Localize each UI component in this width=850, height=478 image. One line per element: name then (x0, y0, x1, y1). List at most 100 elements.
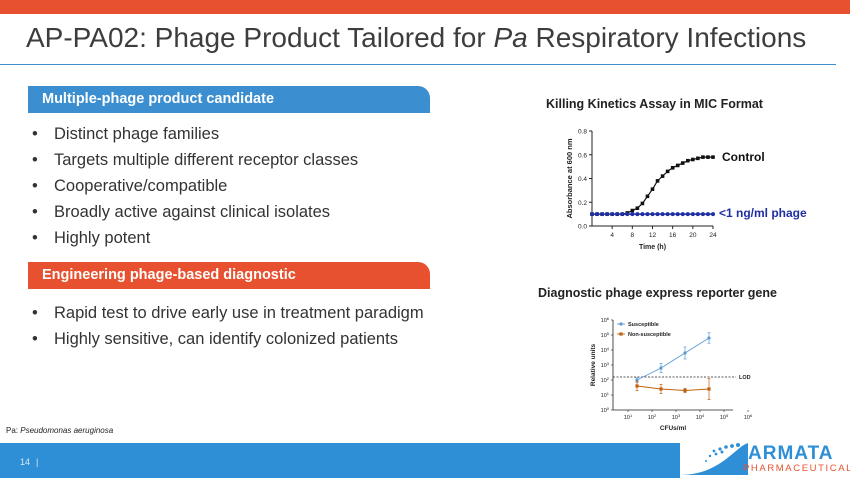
data-point (659, 366, 663, 370)
x-tick-label: 105 (720, 413, 729, 421)
data-point (706, 155, 710, 159)
data-point (705, 212, 710, 217)
y-tick-label: 0.6 (578, 152, 587, 159)
bullet-item: • Rapid test to drive early use in treatm… (32, 304, 424, 322)
bullet-item: • Highly sensitive, can identify colonize… (32, 330, 398, 348)
logo-subtitle: PHARMACEUTICALS (743, 463, 850, 474)
killing-kinetics-chart: 0.0 0.2 0.4 0.6 0.8 4 8 12 16 20 24 Time (h) Absorba… (565, 129, 807, 252)
data-point (660, 174, 665, 178)
data-point (665, 169, 670, 174)
data-point (659, 387, 663, 391)
title-divider (0, 64, 836, 65)
y-tick-label: 0.4 (578, 176, 587, 183)
data-point (683, 388, 687, 393)
data-point (595, 212, 600, 217)
series-label-control: Control (722, 150, 765, 164)
legend-label: Non-susceptible (628, 332, 671, 338)
data-point (691, 157, 695, 162)
data-point (600, 212, 605, 217)
page-separator: | (36, 457, 39, 467)
data-point (685, 212, 690, 217)
slide-title-italic: Pa (493, 22, 528, 53)
reporter-gene-chart: 100 101 102 103 104 105 106 101 102 103 104 105 106 C… (590, 316, 753, 432)
data-point (640, 212, 645, 217)
legend-label: Susceptible (628, 322, 659, 328)
slide-title: AP-PA02: Phage Product Tailored for Pa R… (26, 22, 806, 54)
y-tick-label: 104 (601, 346, 610, 354)
x-tick-label: 4 (610, 232, 614, 239)
section1-heading: Multiple-phage product candidate (28, 86, 430, 113)
lod-label: LOD (739, 375, 751, 381)
y-tick-label: 105 (601, 331, 610, 339)
data-point (701, 155, 705, 159)
data-point (630, 212, 635, 217)
data-point (711, 212, 715, 217)
data-point (670, 166, 675, 170)
footnote: Pa: Pseudomonas aeruginosa (6, 426, 114, 435)
data-point (680, 161, 685, 165)
data-point (700, 212, 705, 217)
logo-area (680, 441, 850, 478)
y-tick-label: 0.0 (578, 224, 587, 231)
x-tick-label: 8 (631, 232, 635, 239)
section2-heading: Engineering phage-based diagnostic (28, 262, 430, 289)
y-tick-label: 101 (601, 391, 610, 399)
section2-bullet-list: • Rapid test to drive early use in treatm… (28, 300, 424, 352)
bullet-item: • Distinct phage families (32, 125, 220, 143)
data-point (650, 212, 655, 217)
y-tick-label: 0.2 (578, 200, 587, 207)
data-point (675, 163, 680, 168)
data-point (685, 158, 690, 163)
y-tick-label: 103 (601, 361, 610, 369)
bullet-item: • Cooperative/compatible (32, 177, 228, 195)
chart2-title: Diagnostic phage express reporter gene (538, 286, 777, 300)
data-point (655, 212, 660, 217)
x-axis-label: Time (h) (639, 244, 666, 251)
bullet-item: • Targets multiple different receptor cla… (32, 151, 359, 169)
x-tick-label: 16 (669, 232, 677, 239)
data-point (711, 155, 715, 159)
data-point (683, 351, 687, 355)
data-point (707, 336, 711, 340)
bullet-item: • Highly potent (32, 229, 151, 247)
page-number: 14 (20, 457, 31, 467)
y-axis-label: Relative units (590, 343, 597, 386)
data-point (680, 212, 685, 217)
data-point (645, 194, 650, 199)
y-tick-label: 102 (601, 376, 610, 384)
x-tick-label: 103 (672, 413, 681, 421)
y-tick-label: 0.8 (578, 129, 587, 136)
y-axis-label: Absorbance at 600 nm (565, 138, 574, 218)
data-point (635, 206, 640, 210)
data-point (675, 212, 680, 217)
x-tick-label: 12 (649, 232, 657, 239)
data-point (630, 208, 635, 213)
data-point (650, 187, 655, 191)
series-line (592, 156, 713, 215)
data-point (695, 212, 700, 217)
x-tick-label: 101 (624, 413, 633, 421)
y-tick-label: 100 (601, 406, 610, 414)
bullet-item: • Broadly active against clinical isolate… (32, 203, 331, 221)
legend-marker (619, 332, 623, 336)
chart1-title: Killing Kinetics Assay in MIC Format (546, 97, 763, 111)
data-point (615, 212, 620, 217)
data-point (640, 201, 645, 206)
x-tick-label: 102 (648, 413, 657, 421)
legend-marker (619, 322, 623, 326)
data-point (660, 212, 665, 217)
data-point (665, 212, 670, 217)
x-axis-label: CFUs/ml (660, 425, 687, 432)
data-point (645, 212, 650, 217)
top-accent-bar (0, 0, 850, 14)
series-line (636, 385, 710, 391)
x-tick-label: 24 (709, 232, 717, 239)
data-point (635, 378, 639, 382)
x-tick-label: 106 (744, 413, 753, 421)
data-point (690, 212, 695, 217)
data-point (696, 156, 700, 161)
data-point (655, 179, 660, 183)
data-point (625, 212, 630, 217)
series-line (636, 337, 710, 381)
section1-bullet-list: • Distinct phage families • Targets multip… (28, 121, 358, 251)
